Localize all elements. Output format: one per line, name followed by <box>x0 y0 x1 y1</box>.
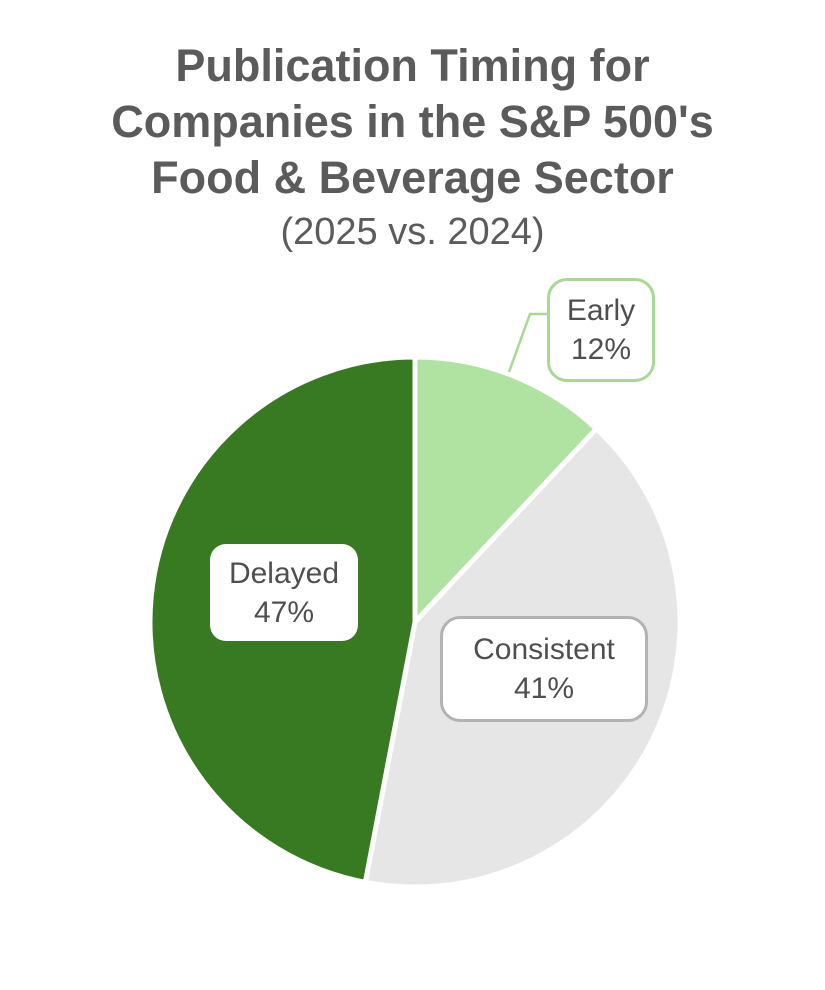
pie-label-early: Early 12% <box>547 278 655 382</box>
pie-label-early-value: 12% <box>570 333 632 366</box>
pie-label-consistent-name: Consistent <box>473 633 615 666</box>
pie-label-early-name: Early <box>566 294 636 327</box>
pie-label-delayed: Delayed 47% <box>210 544 358 641</box>
pie-label-delayed-value: 47% <box>253 595 315 629</box>
pie-label-consistent: Consistent 41% <box>440 616 648 722</box>
chart-title-line-2: Companies in the S&P 500's <box>111 96 714 147</box>
chart-title-line-3: Food & Beverage Sector <box>151 152 674 203</box>
chart-title-line-1: Publication Timing for <box>175 40 650 91</box>
chart-title-block: Publication Timing for Companies in the … <box>0 38 825 256</box>
chart-subtitle: (2025 vs. 2024) <box>280 211 545 253</box>
pie-label-delayed-name: Delayed <box>228 556 340 590</box>
early-callout-line <box>507 312 547 373</box>
pie-slice-early <box>412 354 599 625</box>
pie-label-consistent-value: 41% <box>513 672 575 705</box>
